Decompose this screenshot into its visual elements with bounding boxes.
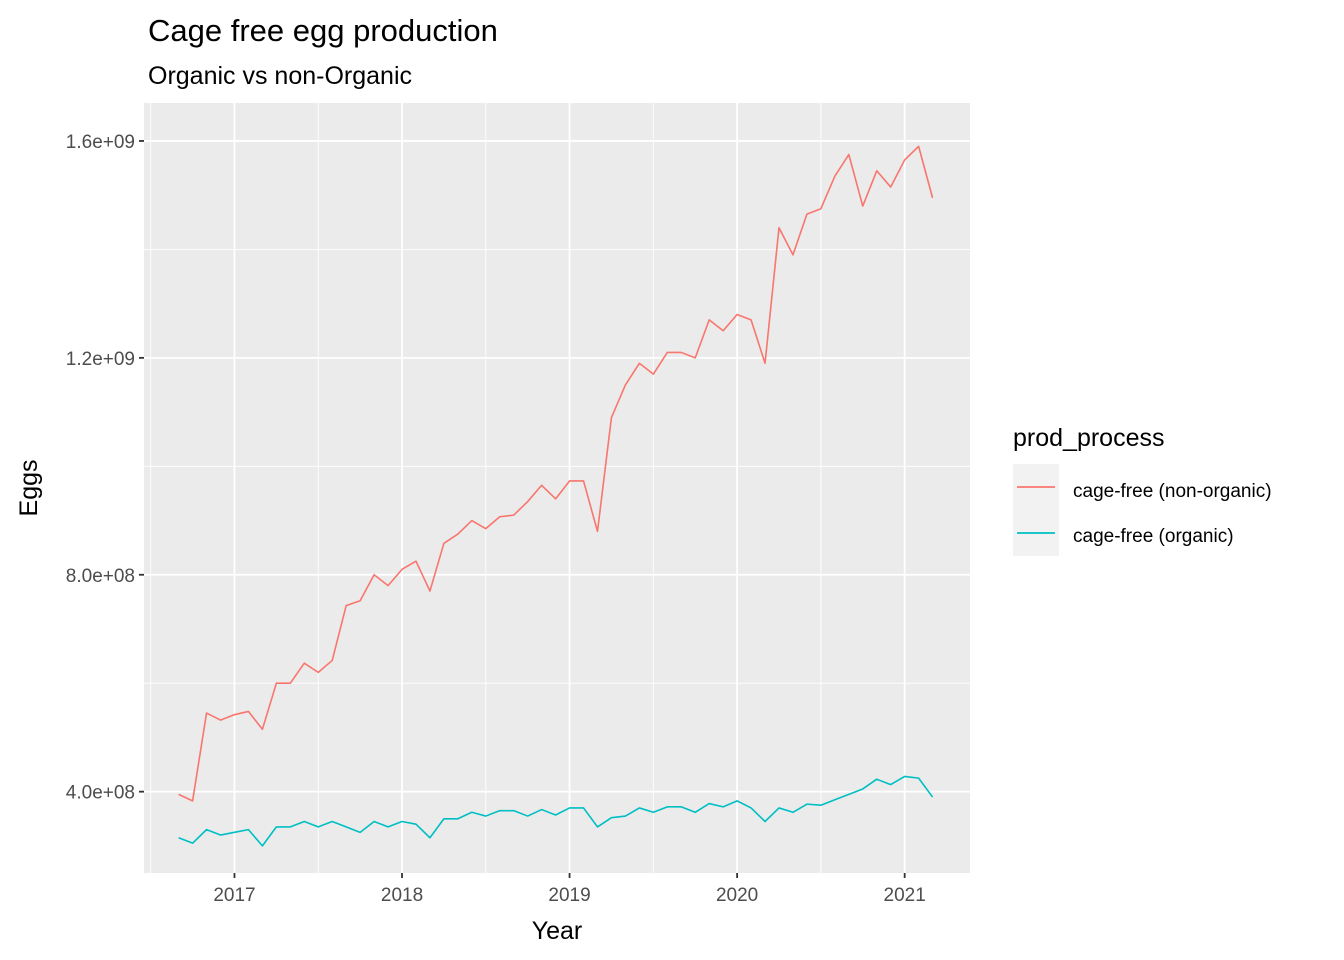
series-layer [178, 145, 934, 847]
y-tick-label: 1.2e+09 [66, 349, 135, 370]
grid-major-x [233, 103, 906, 873]
x-tick-label: 2018 [381, 885, 423, 906]
x-axis: 2017 2018 2019 2020 2021 [213, 873, 926, 906]
y-axis-title: Eggs [15, 460, 43, 517]
y-tick-label: 8.0e+08 [66, 566, 135, 587]
grid-major-y [144, 140, 970, 793]
plot-panel [144, 103, 970, 873]
x-axis-title: Year [532, 917, 583, 945]
x-tick-label: 2021 [884, 885, 926, 906]
chart-subtitle: Organic vs non-Organic [148, 62, 412, 90]
series-line-organic [178, 775, 934, 847]
chart-title: Cage free egg production [148, 13, 498, 48]
x-tick-label: 2017 [213, 885, 255, 906]
series-line-non-organic [178, 145, 934, 802]
legend-label-non-organic: cage-free (non-organic) [1073, 481, 1272, 502]
y-tick-label: 4.0e+08 [66, 783, 135, 804]
grid-minor-x [150, 103, 822, 873]
y-tick-label: 1.6e+09 [66, 132, 135, 153]
x-tick-label: 2020 [716, 885, 758, 906]
legend: prod_process cage-free (non-organic) cag… [1013, 424, 1272, 556]
x-tick-label: 2019 [548, 885, 590, 906]
legend-title: prod_process [1013, 424, 1164, 452]
y-axis: 4.0e+08 8.0e+08 1.2e+09 1.6e+09 [66, 132, 144, 804]
legend-label-organic: cage-free (organic) [1073, 526, 1234, 547]
